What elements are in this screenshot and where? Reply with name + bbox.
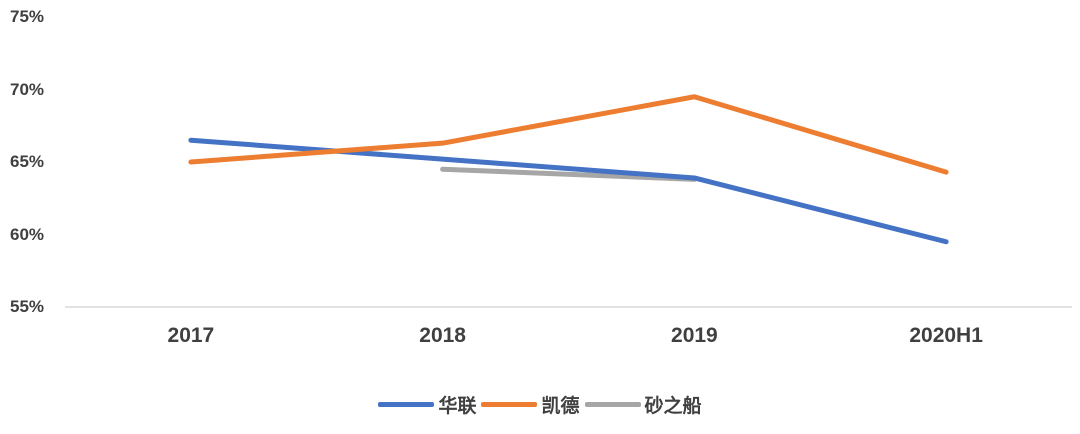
legend-label: 华联 [438, 396, 477, 417]
series-line-2 [440, 166, 697, 182]
legend: 华联 凯德 砂之船 [0, 391, 1080, 418]
legend-item-1: 凯德 [481, 391, 580, 418]
legend-label: 凯德 [541, 396, 580, 417]
x-tick-label: 2019 [671, 324, 718, 347]
legend-swatch-icon [481, 402, 538, 407]
y-tick-label: 65% [10, 152, 45, 171]
legend-item-2: 砂之船 [584, 391, 702, 418]
x-tick-label: 2018 [419, 324, 466, 347]
series-line-0 [188, 137, 949, 245]
y-tick-label: 55% [10, 297, 45, 316]
x-tick-label: 2017 [167, 324, 215, 347]
legend-label: 砂之船 [644, 396, 702, 417]
y-tick-label: 70% [10, 79, 45, 99]
legend-swatch-icon [378, 402, 435, 407]
legend-item-0: 华联 [378, 391, 476, 418]
legend-swatch-icon [584, 402, 641, 407]
series-line-1 [188, 94, 949, 175]
x-tick-label: 2020H1 [909, 324, 983, 347]
y-tick-label: 75% [10, 7, 45, 26]
y-tick-label: 60% [10, 224, 45, 244]
